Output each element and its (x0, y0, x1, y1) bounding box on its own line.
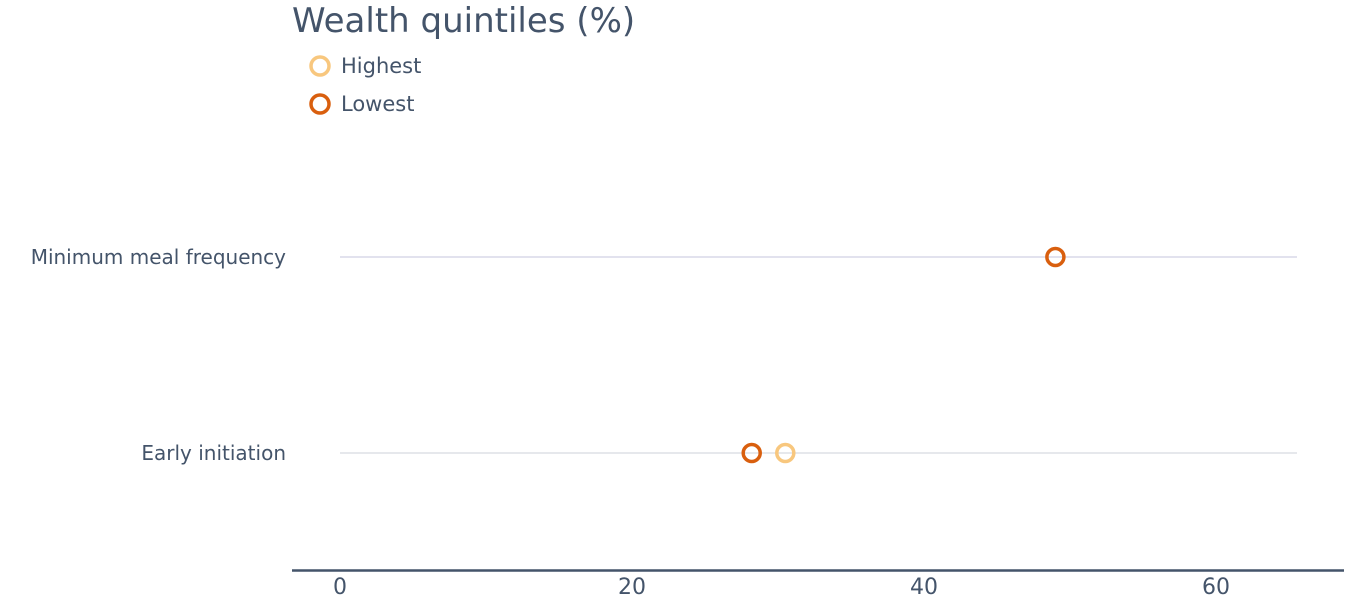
legend-label-lowest: Lowest (341, 92, 414, 116)
point-lowest-early-initiation[interactable] (741, 442, 762, 464)
x-tick-label-60: 60 (1202, 575, 1230, 600)
plot-rows: Minimum meal frequency Early initiation (31, 245, 1297, 465)
legend-marker-lowest (309, 93, 331, 115)
legend-item-highest[interactable]: Highest (309, 54, 421, 78)
x-axis-ticks: 0 20 40 60 (333, 575, 1230, 600)
legend-marker-highest (309, 55, 331, 77)
x-tick-label-0: 0 (333, 575, 347, 600)
legend: Highest Lowest (309, 54, 421, 116)
chart-title: Wealth quintiles (%) (292, 1, 635, 41)
x-tick-label-40: 40 (910, 575, 938, 600)
legend-item-lowest[interactable]: Lowest (309, 92, 414, 116)
point-lowest-minimum-meal-frequency[interactable] (1045, 246, 1066, 268)
category-label-minimum-meal-frequency: Minimum meal frequency (31, 245, 286, 269)
data-points (741, 246, 1066, 464)
legend-label-highest: Highest (341, 54, 421, 78)
x-tick-label-20: 20 (618, 575, 646, 600)
category-label-early-initiation: Early initiation (141, 441, 286, 465)
point-highest-early-initiation[interactable] (775, 442, 796, 464)
